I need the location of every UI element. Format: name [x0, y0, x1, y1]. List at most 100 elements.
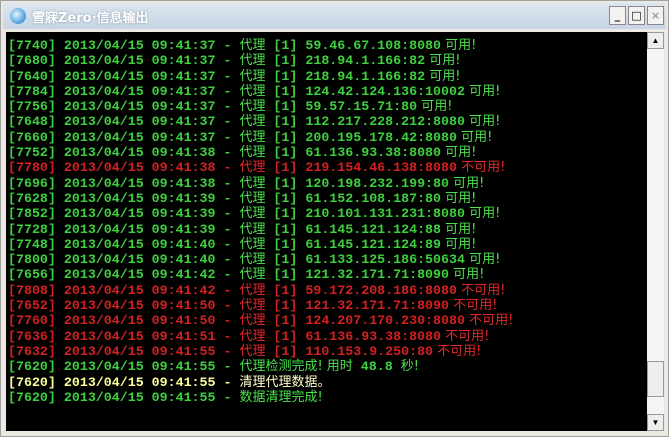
log-status: 不可用! — [441, 328, 490, 344]
log-line: [7740] 2013/04/15 09:41:37 - 代理 [1] 59.4… — [8, 34, 647, 53]
log-status: 可用! — [425, 68, 461, 84]
log-tag: [1] — [265, 83, 306, 99]
log-message: 代理 — [239, 328, 266, 344]
log-address: 210.101.131.231:8080 — [305, 206, 465, 222]
log-tag: [1] — [265, 129, 306, 145]
log-separator: - — [215, 236, 240, 252]
log-tag: [1] — [265, 343, 306, 359]
log-tag: [1] — [265, 252, 306, 268]
scroll-down-button[interactable]: ▼ — [647, 414, 664, 431]
log-pid: [7808] — [8, 282, 56, 298]
log-line: [7632] 2013/04/15 09:41:55 - 代理 [1] 110.… — [8, 340, 647, 359]
log-line: [7640] 2013/04/15 09:41:37 - 代理 [1] 218.… — [8, 65, 647, 84]
log-message: 代理 — [239, 298, 266, 314]
log-message: 代理 — [239, 175, 266, 191]
log-separator: - — [215, 328, 240, 344]
log-line: [7680] 2013/04/15 09:41:37 - 代理 [1] 218.… — [8, 49, 647, 68]
log-separator: - — [215, 252, 240, 268]
log-pid: [7756] — [8, 99, 56, 115]
log-tag: [1] — [265, 313, 306, 329]
log-line: [7620] 2013/04/15 09:41:55 - 代理检测完成! 用时 … — [8, 355, 647, 374]
log-tag: [1] — [265, 206, 306, 222]
log-status: 可用! — [425, 53, 461, 69]
log-pid: [7728] — [8, 221, 56, 237]
log-address: 61.145.121.124:89 — [305, 236, 442, 252]
log-address: 61.152.108.187:80 — [305, 190, 442, 206]
log-datetime: 2013/04/15 09:41:42 — [63, 267, 216, 283]
log-address: 120.198.232.199:80 — [305, 175, 449, 191]
log-line: [7648] 2013/04/15 09:41:37 - 代理 [1] 112.… — [8, 110, 647, 129]
log-tag: [1] — [265, 68, 306, 84]
log-datetime: 2013/04/15 09:41:55 — [63, 359, 216, 375]
log-tag: [1] — [265, 99, 306, 115]
log-line: [7628] 2013/04/15 09:41:39 - 代理 [1] 61.1… — [8, 187, 647, 206]
arrow-up-icon: ▲ — [651, 36, 660, 45]
log-separator: - — [215, 343, 240, 359]
log-datetime: 2013/04/15 09:41:55 — [63, 389, 216, 405]
log-address: 124.207.170.230:8080 — [305, 313, 465, 329]
log-pid: [7620] — [8, 374, 56, 390]
log-separator: - — [215, 221, 240, 237]
log-pid: [7752] — [8, 145, 56, 161]
log-separator: - — [215, 267, 240, 283]
log-datetime: 2013/04/15 09:41:38 — [63, 160, 216, 176]
minimize-button[interactable]: _ — [609, 6, 626, 25]
log-message: 代理 — [239, 99, 266, 115]
log-message: 代理 — [239, 206, 266, 222]
log-datetime: 2013/04/15 09:41:38 — [63, 175, 216, 191]
log-message: 代理 — [239, 236, 266, 252]
log-separator: - — [215, 282, 240, 298]
log-line: [7852] 2013/04/15 09:41:39 - 代理 [1] 210.… — [8, 202, 647, 221]
log-address: 61.145.121.124:88 — [305, 221, 442, 237]
log-separator: - — [215, 129, 240, 145]
log-status: 可用! — [441, 145, 477, 161]
log-datetime: 2013/04/15 09:41:37 — [63, 53, 216, 69]
maximize-button[interactable]: □ — [628, 6, 645, 25]
log-datetime: 2013/04/15 09:41:37 — [63, 38, 216, 53]
log-status: 不可用! — [456, 160, 506, 176]
log-separator: - — [215, 114, 240, 130]
log-tag: [1] — [265, 145, 306, 161]
log-message: 代理 — [239, 282, 266, 298]
snowflake-app-icon — [10, 8, 26, 24]
log-message: 代理 — [239, 53, 266, 69]
log-line: [7696] 2013/04/15 09:41:38 - 代理 [1] 120.… — [8, 172, 647, 191]
log-separator: - — [215, 374, 240, 390]
log-pid: [7784] — [8, 83, 56, 99]
log-tag: [1] — [265, 160, 306, 176]
close-button[interactable]: × — [647, 6, 664, 25]
vertical-scrollbar[interactable]: ▲ ▼ — [647, 32, 664, 431]
log-datetime: 2013/04/15 09:41:40 — [63, 236, 216, 252]
log-pid: [7632] — [8, 343, 56, 359]
log-pid: [7640] — [8, 68, 56, 84]
log-separator: - — [215, 190, 240, 206]
log-status: 可用! — [441, 190, 477, 206]
log-line: [7620] 2013/04/15 09:41:55 - 清理代理数据。 — [8, 371, 647, 390]
log-line: [7620] 2013/04/15 09:41:55 - 数据清理完成! — [8, 386, 647, 405]
log-address: 110.153.9.250:80 — [305, 343, 434, 359]
log-separator: - — [215, 83, 240, 99]
log-address: 61.133.125.186:50634 — [305, 252, 465, 268]
title-bar[interactable]: 雪寐Zero·信息输出 _ □ × — [3, 3, 666, 29]
log-pid: [7748] — [8, 236, 56, 252]
log-status: 可用! — [456, 129, 493, 145]
log-separator: - — [215, 175, 240, 191]
log-message: 代理 — [239, 221, 266, 237]
scroll-up-button[interactable]: ▲ — [647, 32, 664, 49]
log-datetime: 2013/04/15 09:41:37 — [63, 68, 216, 84]
log-pid: [7660] — [8, 129, 56, 145]
log-message: 代理 — [239, 68, 266, 84]
log-separator: - — [215, 99, 240, 115]
log-tag: [1] — [265, 175, 306, 191]
log-separator: - — [215, 145, 240, 161]
log-tag: [1] — [265, 298, 306, 314]
scroll-thumb[interactable] — [647, 361, 664, 397]
log-datetime: 2013/04/15 09:41:40 — [63, 252, 216, 268]
log-pid: [7780] — [8, 160, 56, 176]
log-line: [7780] 2013/04/15 09:41:38 - 代理 [1] 219.… — [8, 156, 647, 175]
log-address: 200.195.178.42:8080 — [305, 129, 457, 145]
log-status: 不可用! — [456, 282, 506, 298]
log-datetime: 2013/04/15 09:41:37 — [63, 99, 216, 115]
log-line: [7652] 2013/04/15 09:41:50 - 代理 [1] 121.… — [8, 294, 647, 313]
